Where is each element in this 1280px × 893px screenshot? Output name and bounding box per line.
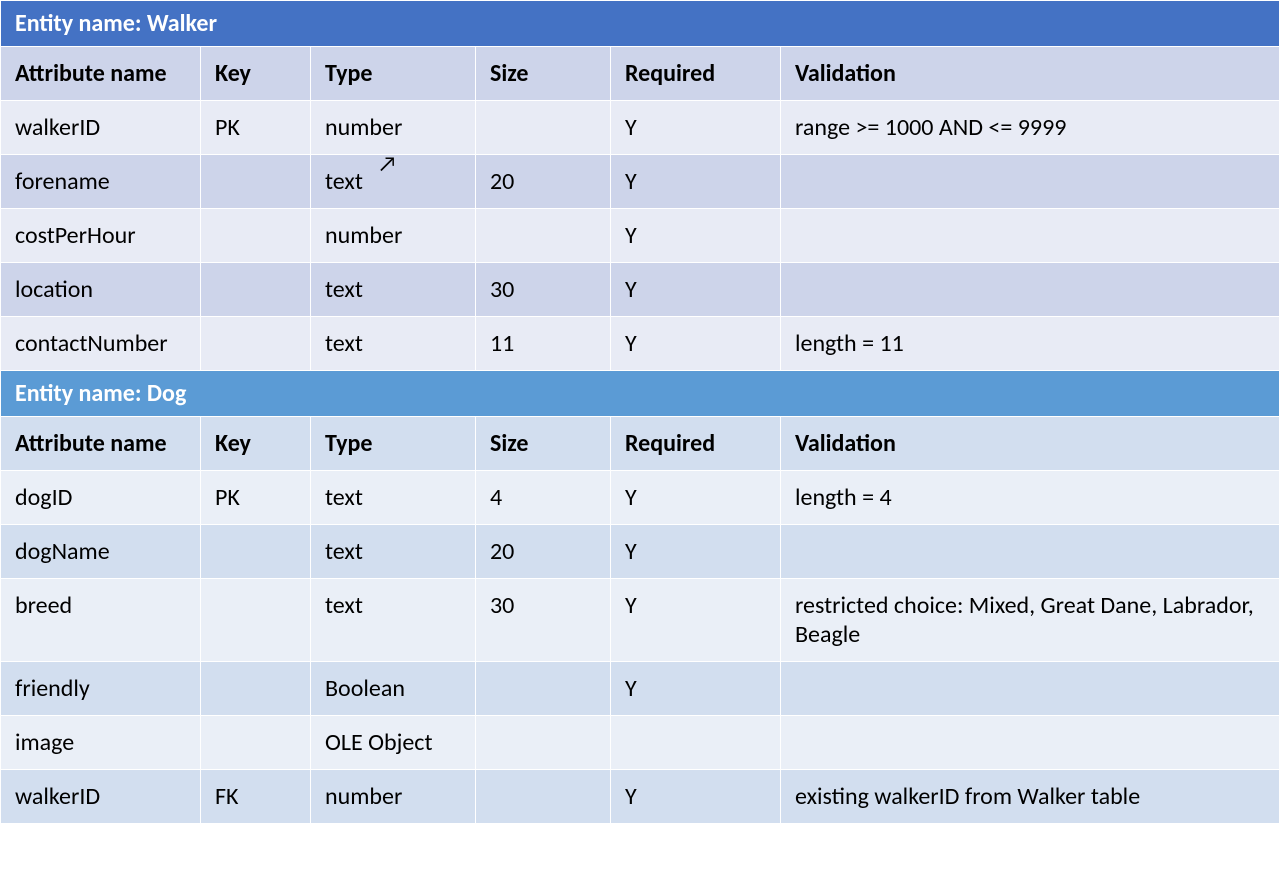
cell-key: PK (201, 101, 311, 155)
cell-attribute: costPerHour (1, 209, 201, 263)
column-header: Key (201, 417, 311, 471)
cell-required: Y (611, 662, 781, 716)
cell-key: PK (201, 471, 311, 525)
cell-required: Y (611, 471, 781, 525)
column-header: Key (201, 47, 311, 101)
cell-validation: length = 4 (781, 471, 1280, 525)
cell-key: FK (201, 770, 311, 824)
cell-validation: restricted choice: Mixed, Great Dane, La… (781, 579, 1280, 662)
cell-required: Y (611, 317, 781, 371)
cell-size: 4 (476, 471, 611, 525)
cell-required: Y (611, 579, 781, 662)
cell-attribute: breed (1, 579, 201, 662)
cell-key (201, 317, 311, 371)
cell-required: Y (611, 263, 781, 317)
entity-title: Entity name: Walker (1, 1, 1280, 47)
cell-key (201, 716, 311, 770)
cell-attribute: friendly (1, 662, 201, 716)
cell-validation: existing walkerID from Walker table (781, 770, 1280, 824)
cell-attribute: image (1, 716, 201, 770)
cell-type: text (311, 317, 476, 371)
cell-size: 30 (476, 579, 611, 662)
column-header: Size (476, 47, 611, 101)
column-header: Attribute name (1, 47, 201, 101)
cell-size (476, 770, 611, 824)
column-header: Required (611, 47, 781, 101)
table-row: walkerIDFKnumber Yexisting walkerID from … (1, 770, 1280, 824)
table-row: costPerHour number Y (1, 209, 1280, 263)
cell-validation: length = 11 (781, 317, 1280, 371)
column-header: Attribute name (1, 417, 201, 471)
cell-attribute: walkerID (1, 101, 201, 155)
cell-validation (781, 662, 1280, 716)
cell-size (476, 662, 611, 716)
cell-key (201, 155, 311, 209)
column-header: Validation (781, 47, 1280, 101)
table-row: walkerIDPKnumber Yrange >= 1000 AND <= 99… (1, 101, 1280, 155)
cell-validation (781, 263, 1280, 317)
table-row: dogName text20Y (1, 525, 1280, 579)
cell-type: number (311, 770, 476, 824)
cell-validation (781, 209, 1280, 263)
column-header: Type (311, 417, 476, 471)
cell-size: 20 (476, 525, 611, 579)
cell-attribute: forename (1, 155, 201, 209)
cell-size (476, 716, 611, 770)
cell-key (201, 209, 311, 263)
table-row: location text30Y (1, 263, 1280, 317)
table-row: contactNumber text11Ylength = 11 (1, 317, 1280, 371)
cell-size: 30 (476, 263, 611, 317)
cell-key (201, 579, 311, 662)
cell-size (476, 101, 611, 155)
cell-validation (781, 525, 1280, 579)
cell-required: Y (611, 155, 781, 209)
cell-type: text (311, 471, 476, 525)
cell-validation (781, 716, 1280, 770)
cell-type: text (311, 579, 476, 662)
cell-type: text (311, 263, 476, 317)
cell-required: Y (611, 770, 781, 824)
cell-type: number (311, 101, 476, 155)
cell-size: 11 (476, 317, 611, 371)
cell-attribute: walkerID (1, 770, 201, 824)
cell-required: Y (611, 209, 781, 263)
column-header: Validation (781, 417, 1280, 471)
table-row: breed text30Yrestricted choice: Mixed, Gr… (1, 579, 1280, 662)
cell-required (611, 716, 781, 770)
cell-type: OLE Object (311, 716, 476, 770)
cell-required: Y (611, 101, 781, 155)
table-row: friendly Boolean Y (1, 662, 1280, 716)
cell-type: Boolean (311, 662, 476, 716)
data-dictionary-table: Entity name: WalkerAttribute nameKeyType… (0, 0, 1280, 824)
cell-attribute: dogID (1, 471, 201, 525)
cell-validation (781, 155, 1280, 209)
table-row: forename text20Y (1, 155, 1280, 209)
cell-key (201, 525, 311, 579)
cell-attribute: dogName (1, 525, 201, 579)
column-header: Required (611, 417, 781, 471)
column-header: Type (311, 47, 476, 101)
column-header: Size (476, 417, 611, 471)
cell-key (201, 662, 311, 716)
table-row: dogIDPKtext4Ylength = 4 (1, 471, 1280, 525)
table-row: image OLE Object (1, 716, 1280, 770)
cell-validation: range >= 1000 AND <= 9999 (781, 101, 1280, 155)
cell-attribute: contactNumber (1, 317, 201, 371)
entity-title: Entity name: Dog (1, 371, 1280, 417)
cell-size: 20 (476, 155, 611, 209)
cell-key (201, 263, 311, 317)
cell-required: Y (611, 525, 781, 579)
cell-type: number (311, 209, 476, 263)
cell-type: text (311, 525, 476, 579)
cell-attribute: location (1, 263, 201, 317)
cell-type: text (311, 155, 476, 209)
cell-size (476, 209, 611, 263)
